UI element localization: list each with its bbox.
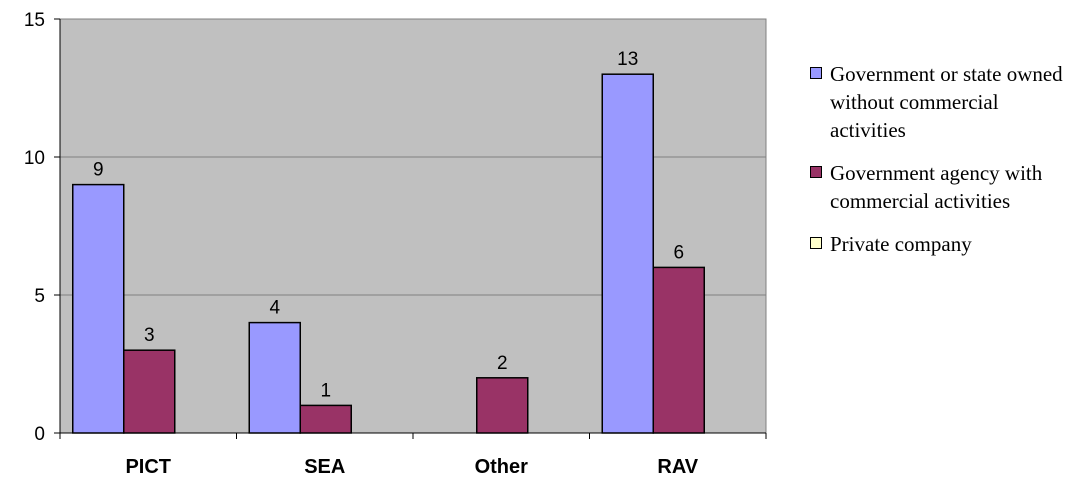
bar xyxy=(72,183,125,434)
x-category-label: PICT xyxy=(125,456,171,478)
x-category-label: Other xyxy=(475,456,529,478)
y-tick-label: 0 xyxy=(34,424,45,445)
x-category-label: SEA xyxy=(304,456,345,478)
x-category-label: RAV xyxy=(657,456,698,478)
bar xyxy=(299,404,352,434)
bar xyxy=(248,321,301,434)
legend: Government or state owned without commer… xyxy=(810,60,1070,273)
legend-swatch-series-3 xyxy=(810,237,822,249)
data-label: 6 xyxy=(673,242,684,263)
bars xyxy=(72,73,705,434)
legend-swatch-series-2 xyxy=(810,166,822,178)
axes: 0 5 10 15 PICT SEA Other RAV xyxy=(24,10,767,478)
data-labels: 9 3 4 1 2 13 6 xyxy=(93,49,684,401)
legend-label-series-2: Government agency with commercial activi… xyxy=(830,161,1043,213)
legend-label-series-3: Private company xyxy=(830,232,972,256)
data-label: 1 xyxy=(320,380,331,401)
bar xyxy=(652,266,705,434)
legend-item-government-agency-commercial: Government agency with commercial activi… xyxy=(810,159,1070,215)
y-tick-label: 10 xyxy=(24,148,45,169)
bar xyxy=(123,349,176,434)
bar xyxy=(476,377,529,434)
data-label: 3 xyxy=(144,325,155,346)
data-label: 2 xyxy=(497,353,508,374)
legend-label-series-1: Government or state owned without commer… xyxy=(830,62,1063,142)
y-tick-label: 15 xyxy=(24,10,45,31)
data-label: 9 xyxy=(93,160,104,181)
y-tick-label: 5 xyxy=(34,286,45,307)
legend-item-private-company: Private company xyxy=(810,230,1070,258)
legend-swatch-series-1 xyxy=(810,67,822,79)
legend-item-government-no-commercial: Government or state owned without commer… xyxy=(810,60,1070,144)
data-label: 4 xyxy=(269,298,280,319)
data-label: 13 xyxy=(617,49,638,70)
bar xyxy=(601,73,654,434)
